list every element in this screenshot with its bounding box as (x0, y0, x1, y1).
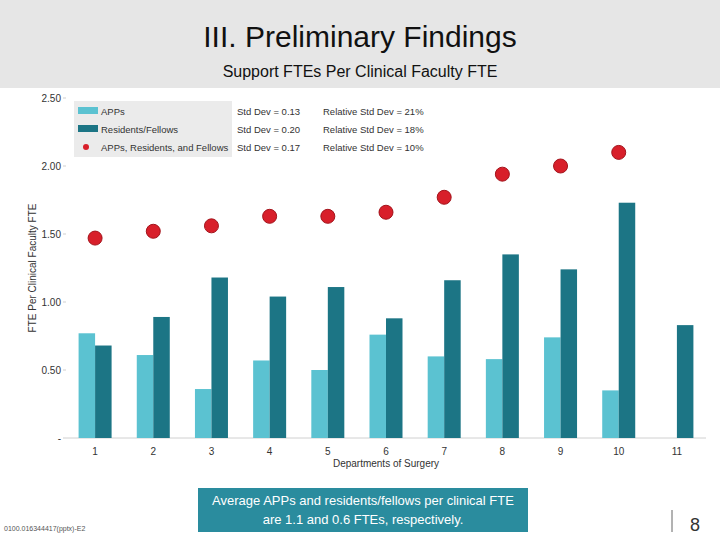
y-tick (63, 234, 66, 235)
point (321, 209, 335, 223)
legend-label: APPs, Residents, and Fellows (101, 142, 229, 153)
x-tick-label: 5 (325, 446, 331, 457)
bar (95, 346, 112, 438)
legend-stat: Relative Std Dev = 10% (323, 142, 424, 153)
point (379, 205, 393, 219)
legend-swatch (78, 107, 98, 114)
legend-stat: Relative Std Dev = 18% (323, 124, 424, 135)
bar (444, 280, 461, 438)
slide: III. Preliminary Findings Support FTEs Pe… (0, 0, 720, 540)
y-tick-label: 2.50 (42, 93, 62, 104)
x-tick-label: 9 (558, 446, 564, 457)
bar (153, 317, 170, 438)
header-band (0, 0, 720, 88)
bar (328, 287, 345, 438)
legend-swatch (78, 125, 98, 132)
bar (486, 359, 503, 438)
legend-swatch (83, 144, 89, 150)
bar (544, 337, 561, 438)
legend-background (74, 101, 232, 157)
bar (561, 269, 578, 438)
bar (602, 390, 619, 438)
point (88, 231, 102, 245)
y-tick-label: - (58, 433, 61, 444)
chart-title: Support FTEs Per Clinical Faculty FTE (223, 63, 498, 80)
point (263, 209, 277, 223)
y-tick-label: 1.00 (42, 297, 62, 308)
plot-marks (79, 145, 694, 438)
y-tick (63, 166, 66, 167)
page-number: 8 (690, 515, 700, 535)
bar (502, 254, 519, 438)
legend-stat: Relative Std Dev = 21% (323, 106, 424, 117)
x-tick-label: 2 (150, 446, 156, 457)
x-tick-label: 3 (209, 446, 215, 457)
chart-svg: III. Preliminary Findings Support FTEs Pe… (0, 0, 720, 540)
y-tick (63, 438, 66, 439)
x-axis-label: Departments of Surgery (333, 458, 439, 469)
bar (211, 278, 228, 438)
doc-id: 0100.016344417(pptx)-E2 (4, 525, 85, 533)
y-axis-label: FTE Per Clinical Faculty FTE (27, 203, 38, 332)
y-tick (63, 98, 66, 99)
legend-stat: Std Dev = 0.20 (237, 124, 300, 135)
y-tick-label: 2.00 (42, 161, 62, 172)
bar (195, 389, 212, 438)
bar (428, 356, 445, 438)
x-tick-label: 1 (92, 446, 98, 457)
bar (677, 325, 694, 438)
x-tick-label: 6 (383, 446, 389, 457)
bar (370, 335, 387, 438)
legend-stat: Std Dev = 0.17 (237, 142, 300, 153)
point (204, 219, 218, 233)
slide-heading: III. Preliminary Findings (203, 20, 516, 53)
point (612, 145, 626, 159)
bar (270, 297, 287, 438)
page-divider (672, 510, 673, 532)
bar (619, 203, 636, 438)
point (146, 224, 160, 238)
bar (137, 355, 154, 438)
y-tick-label: 1.50 (42, 229, 62, 240)
x-tick-label: 4 (267, 446, 273, 457)
bar (79, 333, 96, 438)
point (437, 190, 451, 204)
x-tick-label: 8 (500, 446, 506, 457)
y-tick (63, 370, 66, 371)
x-tick-label: 10 (613, 446, 625, 457)
bar (311, 370, 328, 438)
legend-label: APPs (101, 106, 125, 117)
legend-label: Residents/Fellows (101, 124, 178, 135)
y-tick-label: 0.50 (42, 365, 62, 376)
footnote: Average APPs and residents/fellows per c… (198, 488, 528, 532)
y-tick (63, 302, 66, 303)
legend-stat: Std Dev = 0.13 (237, 106, 300, 117)
point (554, 159, 568, 173)
point (495, 167, 509, 181)
x-tick-label: 11 (672, 446, 683, 457)
bar (253, 360, 269, 438)
x-tick-label: 7 (441, 446, 447, 457)
bar (386, 318, 403, 438)
